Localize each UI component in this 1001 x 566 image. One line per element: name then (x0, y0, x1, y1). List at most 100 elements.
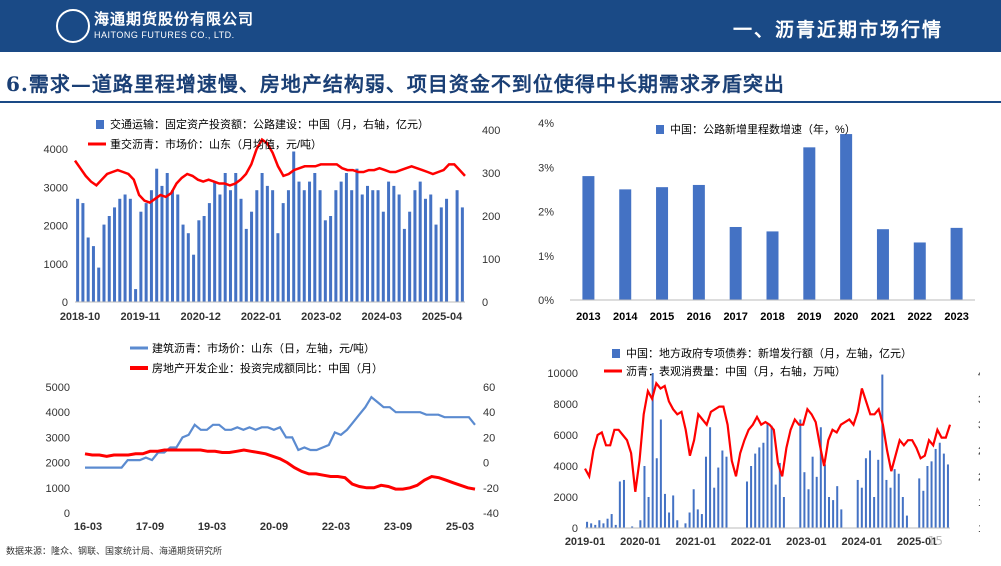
special-bond-bar (770, 425, 773, 528)
y-left-tick: 1000 (44, 259, 68, 271)
special-bond-bar (663, 493, 666, 528)
y-right-tick: 350 (978, 394, 980, 406)
investment-bar (102, 224, 106, 302)
investment-bar (371, 190, 375, 302)
x-tick-label: 20-09 (260, 521, 288, 533)
investment-bar (107, 216, 111, 302)
special-bond-bar (672, 495, 675, 528)
x-tick-label: 2022-01 (241, 311, 281, 323)
y-right-tick: 0 (483, 458, 489, 470)
investment-bar (234, 173, 238, 302)
x-tick-label: 2015 (650, 311, 674, 323)
legend-swatch (612, 349, 620, 358)
investment-bar (455, 190, 459, 302)
special-bond-bar (819, 427, 822, 528)
investment-bar (292, 151, 296, 302)
mileage-growth-bar (950, 227, 963, 300)
y-left-tick: 3000 (46, 432, 70, 444)
investment-bar (134, 289, 138, 302)
y-right-tick: 0 (482, 297, 488, 309)
y-left-tick: 5000 (46, 382, 70, 394)
x-tick-label: 25-03 (446, 521, 474, 533)
special-bond-bar (659, 419, 662, 528)
x-tick-label: 19-03 (198, 521, 226, 533)
mileage-growth-bar (692, 184, 705, 300)
x-tick-label: 2025-04 (422, 311, 463, 323)
company-logo (56, 9, 90, 43)
special-bond-bar (606, 518, 609, 528)
y-left-tick: 3000 (44, 182, 68, 194)
special-bond-bar (676, 520, 679, 528)
special-bond-bar (594, 524, 597, 528)
special-bond-bar (922, 490, 925, 528)
special-bond-bar (684, 523, 687, 528)
special-bond-bar (864, 458, 867, 528)
special-bond-bar (934, 448, 937, 528)
investment-bar (223, 173, 227, 302)
y-left-tick: 4000 (44, 144, 68, 156)
y-left-tick: 10000 (547, 368, 578, 380)
legend-label: 重交沥青：市场价：山东（月均值，元/吨） (110, 137, 322, 151)
special-bond-bar (832, 500, 835, 528)
special-bond-bar (840, 509, 843, 528)
investment-bar (413, 190, 417, 302)
special-bond-bar (762, 442, 765, 528)
x-tick-label: 16-03 (74, 521, 102, 533)
investment-bar (281, 203, 285, 302)
y-tick: 2% (538, 207, 554, 219)
header-bar: 海通期货股份有限公司 HAITONG FUTURES CO., LTD. 一、沥… (0, 0, 1001, 52)
investment-bar (434, 224, 438, 302)
mileage-growth-bar (766, 231, 779, 300)
investment-bar (86, 237, 90, 302)
x-tick-label: 2021 (871, 311, 895, 323)
company-name-en: HAITONG FUTURES CO., LTD. (94, 30, 235, 40)
mileage-growth-bar (840, 134, 853, 300)
investment-bar (186, 233, 190, 302)
investment-bar (350, 190, 354, 302)
mileage-growth-bar (582, 176, 595, 300)
mileage-growth-bar (619, 189, 632, 300)
company-name-cn: 海通期货股份有限公司 (94, 10, 255, 28)
special-bond-bar (717, 467, 720, 528)
x-tick-label: 2020 (834, 311, 858, 323)
y-tick: 0% (538, 295, 554, 307)
special-bond-bar (754, 453, 757, 528)
investment-bar (149, 190, 153, 302)
x-tick-label: 17-09 (136, 521, 164, 533)
investment-bar (202, 216, 206, 302)
investment-bar (276, 233, 280, 302)
y-right-tick: 250 (978, 446, 980, 458)
investment-bar (144, 203, 148, 302)
chart-highway-mileage-growth: 2013 2014 2015 2016 2017 2018 2019 2020 2021 2022… (538, 118, 975, 323)
y-tick: 1% (538, 251, 554, 263)
special-bond-bar (901, 497, 904, 528)
investment-bar (197, 220, 201, 302)
special-bond-bar (860, 487, 863, 528)
x-tick-label: 23-09 (384, 521, 412, 533)
special-bond-bar (618, 481, 621, 528)
x-tick-label: 2019 (797, 311, 821, 323)
y-left-tick: 0 (572, 523, 578, 535)
investment-bar (160, 185, 164, 302)
x-tick-label: 2018 (760, 311, 784, 323)
special-bond-bar (823, 464, 826, 528)
y-left-tick: 4000 (46, 407, 70, 419)
y-left-tick: 0 (64, 508, 70, 520)
x-tick-label: 22-03 (322, 521, 350, 533)
x-tick-label: 2013 (576, 311, 600, 323)
special-bond-bar (885, 479, 888, 528)
investment-bar (181, 224, 185, 302)
y-right-tick: -20 (483, 483, 499, 495)
special-bond-bar (856, 479, 859, 528)
x-tick-label: 2020-01 (620, 536, 660, 545)
investment-bar (165, 173, 169, 302)
legend-label: 建筑沥青：市场价：山东（日，左轴，元/吨） (152, 341, 375, 355)
asphalt-price-line (73, 137, 466, 204)
special-bond-bar (598, 520, 601, 528)
special-bond-bar (905, 515, 908, 528)
special-bond-bar (745, 481, 748, 528)
investment-bar (118, 198, 122, 302)
y-right-tick: -40 (483, 508, 499, 520)
investment-bar (250, 211, 254, 302)
special-bond-bar (799, 419, 802, 528)
